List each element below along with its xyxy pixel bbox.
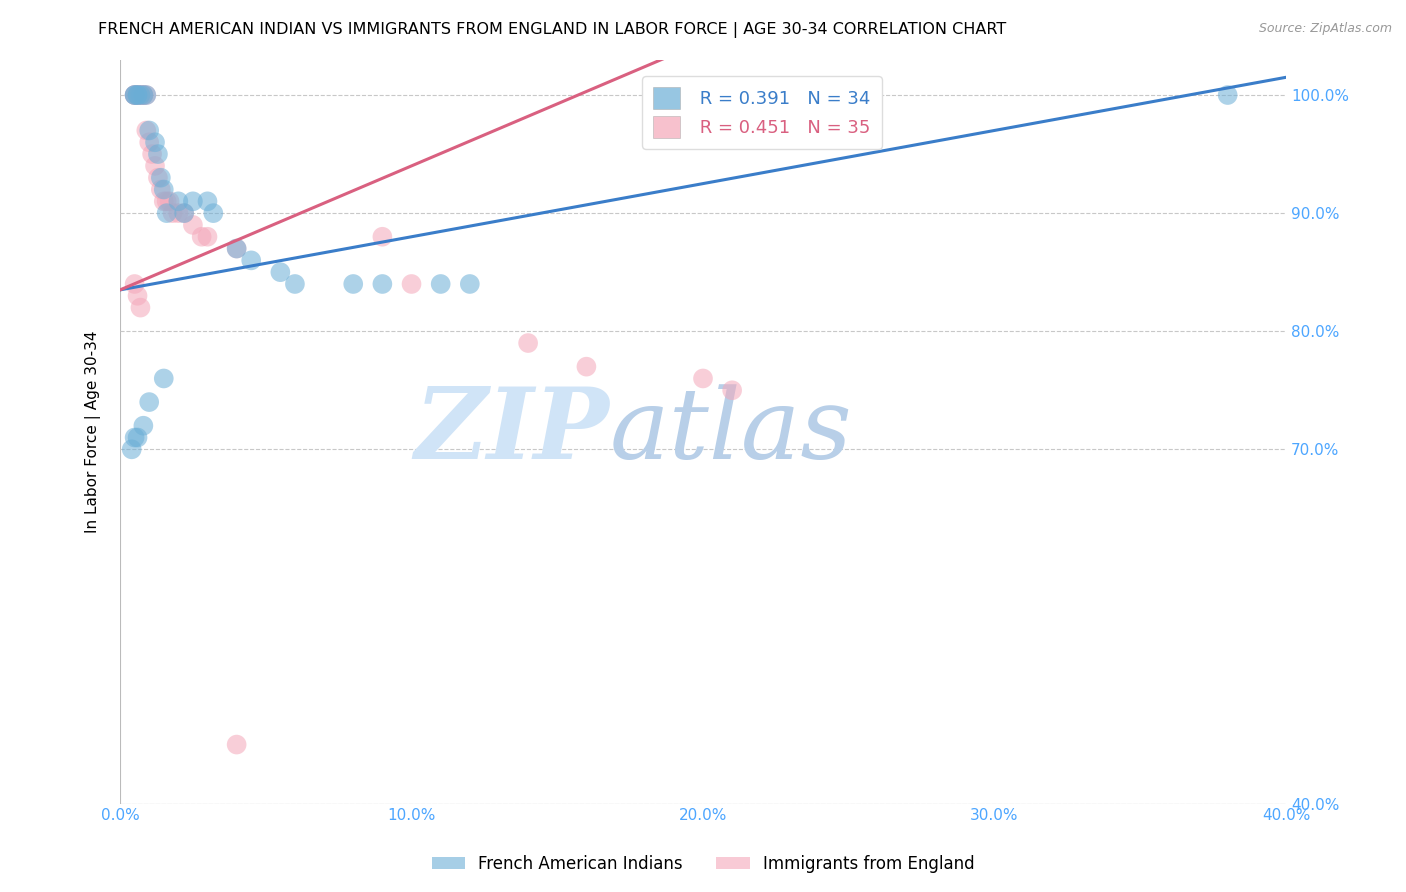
Point <box>269 265 291 279</box>
Point <box>152 182 174 196</box>
Point <box>575 359 598 374</box>
Text: ZIP: ZIP <box>415 384 610 480</box>
Point <box>146 170 169 185</box>
Y-axis label: In Labor Force | Age 30-34: In Labor Force | Age 30-34 <box>86 330 101 533</box>
Point <box>124 88 146 103</box>
Point <box>167 194 190 209</box>
Point <box>721 384 744 398</box>
Point <box>371 277 394 291</box>
Point <box>517 336 540 351</box>
Point <box>138 135 160 149</box>
Point <box>124 88 146 103</box>
Point <box>202 206 225 220</box>
Point <box>156 206 179 220</box>
Point <box>124 88 146 103</box>
Point <box>124 430 146 444</box>
Point <box>127 88 149 103</box>
Point <box>173 206 195 220</box>
Point <box>284 277 307 291</box>
Point <box>129 301 152 315</box>
Point <box>197 229 219 244</box>
Point <box>429 277 451 291</box>
Point <box>197 194 219 209</box>
Point <box>143 159 166 173</box>
Point <box>225 242 247 256</box>
Text: FRENCH AMERICAN INDIAN VS IMMIGRANTS FROM ENGLAND IN LABOR FORCE | AGE 30-34 COR: FRENCH AMERICAN INDIAN VS IMMIGRANTS FRO… <box>98 22 1007 38</box>
Point <box>162 206 184 220</box>
Point <box>141 147 163 161</box>
Point <box>371 229 394 244</box>
Point <box>129 88 152 103</box>
Point <box>173 206 195 220</box>
Point <box>146 147 169 161</box>
Point <box>127 88 149 103</box>
Point <box>225 242 247 256</box>
Point <box>132 418 155 433</box>
Legend:  R = 0.391   N = 34,  R = 0.451   N = 35: R = 0.391 N = 34, R = 0.451 N = 35 <box>643 76 882 149</box>
Point <box>135 88 157 103</box>
Point <box>181 194 204 209</box>
Point <box>124 88 146 103</box>
Point <box>127 430 149 444</box>
Point <box>159 194 181 209</box>
Point <box>127 88 149 103</box>
Point <box>124 277 146 291</box>
Point <box>167 206 190 220</box>
Text: atlas: atlas <box>610 384 852 479</box>
Point <box>225 738 247 752</box>
Point <box>401 277 423 291</box>
Point <box>190 229 212 244</box>
Point <box>129 88 152 103</box>
Point <box>240 253 263 268</box>
Point <box>135 88 157 103</box>
Legend: French American Indians, Immigrants from England: French American Indians, Immigrants from… <box>425 848 981 880</box>
Point <box>132 88 155 103</box>
Text: Source: ZipAtlas.com: Source: ZipAtlas.com <box>1258 22 1392 36</box>
Point <box>143 135 166 149</box>
Point <box>1216 88 1239 103</box>
Point <box>132 88 155 103</box>
Point <box>156 194 179 209</box>
Point <box>132 88 155 103</box>
Point <box>152 194 174 209</box>
Point <box>149 182 172 196</box>
Point <box>121 442 143 457</box>
Point <box>458 277 481 291</box>
Point <box>138 395 160 409</box>
Point <box>129 88 152 103</box>
Point <box>149 170 172 185</box>
Point <box>135 123 157 137</box>
Point <box>692 371 714 385</box>
Point <box>181 218 204 232</box>
Point <box>152 371 174 385</box>
Point <box>127 289 149 303</box>
Point <box>127 88 149 103</box>
Point <box>138 123 160 137</box>
Point <box>342 277 364 291</box>
